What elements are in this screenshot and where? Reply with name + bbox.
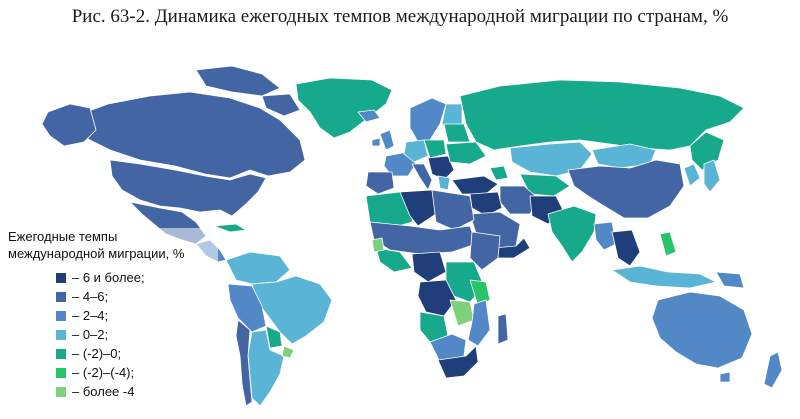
region-south-africa [437, 345, 479, 379]
region-poland [423, 139, 447, 159]
legend-list: – 6 и более; – 4–6; – 2–4; – 0–2; – (-2)… [56, 268, 218, 401]
region-indonesia [611, 265, 717, 289]
region-namibia-botswana [429, 333, 467, 363]
region-madagascar [497, 313, 509, 345]
region-germany [403, 139, 429, 163]
map-title: Рис. 63-2. Динамика ежегодных темпов меж… [71, 6, 729, 27]
region-new-zealand [763, 351, 783, 389]
region-india [547, 205, 597, 263]
region-australia [651, 291, 753, 369]
legend-title-line1: Ежегодные темпы [8, 229, 118, 244]
region-lakes [469, 279, 491, 307]
legend-swatch [56, 367, 66, 378]
world-map [41, 65, 783, 407]
region-uk [379, 129, 395, 151]
region-usa [109, 159, 267, 217]
region-belarus-baltics [443, 123, 471, 143]
region-greenland [295, 77, 393, 139]
region-horn-africa [469, 231, 501, 271]
region-norway-sweden [409, 97, 447, 143]
region-greece [437, 175, 451, 191]
legend-item: – 0–2; [56, 325, 218, 344]
legend-item: – (-2)–(-4); [56, 363, 218, 382]
region-russia [459, 79, 745, 151]
region-west-africa-coast [375, 247, 413, 273]
region-uruguay [281, 345, 295, 359]
legend-item-label: – 6 и более; [72, 270, 145, 285]
legend-item: – более -4 [56, 382, 218, 401]
region-mozambique [467, 299, 491, 347]
region-italy [411, 163, 433, 191]
region-canada-islands [195, 65, 281, 97]
region-china [567, 159, 685, 219]
region-ireland [371, 137, 381, 147]
legend-item-label: – (-2)–(-4); [72, 365, 135, 380]
region-png [715, 271, 745, 289]
legend-swatch [56, 291, 66, 302]
legend-swatch [56, 386, 66, 397]
legend-item-label: – (-2)–0; [72, 346, 122, 361]
region-korea-japan [683, 163, 701, 187]
region-balkans [427, 155, 455, 181]
region-paraguay [265, 325, 283, 349]
legend-swatch [56, 272, 66, 283]
region-indochina [611, 229, 641, 267]
region-bangladesh-myanmar [593, 221, 617, 251]
legend-item-label: – 4–6; [72, 289, 109, 304]
legend-item: – (-2)–0; [56, 344, 218, 363]
region-chile [235, 319, 253, 407]
region-turkey [451, 175, 499, 195]
region-nigeria-cameroon [411, 251, 447, 283]
region-alaska [41, 103, 97, 147]
region-canada [69, 91, 306, 179]
region-zambia [449, 299, 475, 327]
region-algeria [399, 189, 437, 227]
region-iberia [365, 171, 395, 195]
region-baffin [261, 93, 301, 117]
legend-item: – 4–6; [56, 287, 218, 306]
legend-item-label: – более -4 [72, 384, 135, 399]
region-japan [703, 159, 721, 193]
legend-item: – 6 и более; [56, 268, 218, 287]
region-ghana-togo [371, 237, 385, 253]
region-russia-east [689, 131, 725, 171]
legend-swatch [56, 310, 66, 321]
legend-title-line2: международной миграции, % [8, 246, 185, 261]
region-cuba [213, 223, 247, 233]
legend: Ежегодные темпы международной миграции, … [8, 228, 218, 401]
region-caucasus [489, 165, 509, 181]
region-iceland [357, 109, 381, 123]
region-brazil [251, 275, 333, 345]
region-peru-bolivia [227, 283, 267, 333]
legend-swatch [56, 329, 66, 340]
region-philippines [659, 231, 677, 257]
legend-title: Ежегодные темпы международной миграции, … [8, 228, 218, 262]
region-tasmania [719, 371, 731, 383]
legend-item: – 2–4; [56, 306, 218, 325]
region-colombia-venezuela [225, 251, 291, 285]
legend-item-label: – 2–4; [72, 308, 109, 323]
legend-item-label: – 0–2; [72, 327, 109, 342]
legend-swatch [56, 348, 66, 359]
region-ukraine [445, 141, 487, 165]
region-libya-egypt [431, 189, 475, 231]
